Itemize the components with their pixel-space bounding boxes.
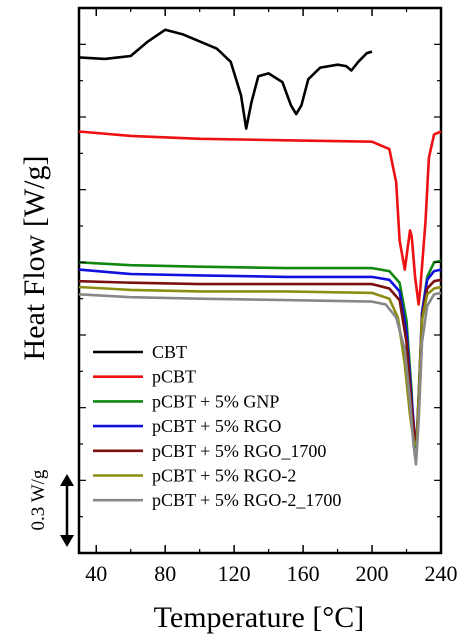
legend-label-7: pCBT + 5% RGO-2_1700 bbox=[152, 490, 341, 510]
series-line-2 bbox=[78, 130, 442, 306]
legend-label-3: pCBT + 5% GNP bbox=[152, 391, 279, 411]
legend-label-4: pCBT + 5% RGO bbox=[152, 416, 281, 436]
legend-label-6: pCBT + 5% RGO-2 bbox=[152, 466, 296, 486]
scale-bar: 0.3 W/g bbox=[28, 469, 74, 547]
y-axis-title: Heat Flow [W/g] bbox=[18, 156, 51, 361]
scale-bar-arrow-down bbox=[60, 535, 74, 547]
scale-bar-arrow-up bbox=[60, 474, 74, 486]
legend-label-5: pCBT + 5% RGO_1700 bbox=[152, 441, 326, 461]
series-group bbox=[78, 28, 442, 466]
x-tick-label-40: 40 bbox=[85, 561, 107, 586]
series-line-7 bbox=[78, 291, 442, 466]
scale-bar-label: 0.3 W/g bbox=[28, 469, 49, 530]
series-line-6 bbox=[78, 285, 442, 447]
legend-label-2: pCBT bbox=[152, 367, 196, 387]
x-axis-title: Temperature [°C] bbox=[154, 601, 365, 634]
legend: CBT pCBT pCBT + 5% GNP pCBT + 5% RGO pCBT + … bbox=[93, 342, 341, 510]
x-tick-label-200: 200 bbox=[356, 561, 389, 586]
series-line-1 bbox=[78, 28, 373, 130]
x-tick-label-240: 240 bbox=[425, 561, 458, 586]
legend-label-1: CBT bbox=[152, 342, 187, 362]
x-tick-label-120: 120 bbox=[218, 561, 251, 586]
x-tick-label-80: 80 bbox=[154, 561, 176, 586]
series-line-4 bbox=[78, 268, 442, 441]
x-tick-label-160: 160 bbox=[287, 561, 320, 586]
axis-ticks: 40 80 120 160 200 240 bbox=[79, 7, 458, 586]
